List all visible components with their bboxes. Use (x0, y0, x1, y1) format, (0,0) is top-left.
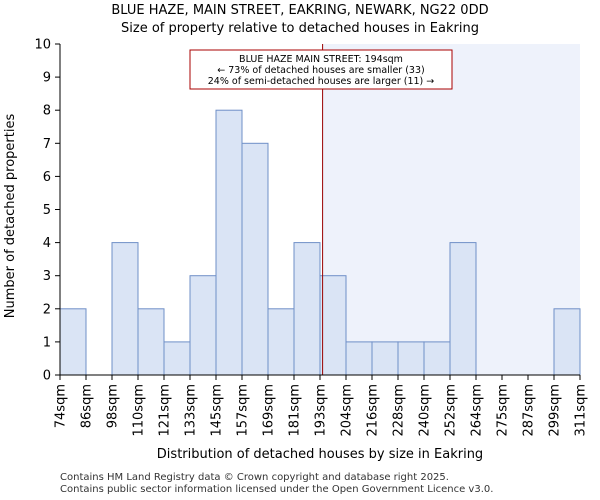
bar-216sqm (371, 341, 399, 376)
x-tick-label: 252sqm (444, 384, 459, 437)
chart-title: BLUE HAZE, MAIN STREET, EAKRING, NEWARK,… (111, 3, 488, 18)
bar-121sqm (163, 341, 191, 376)
x-tick-label: 74sqm (54, 384, 69, 428)
y-tick-label: 8 (43, 104, 51, 119)
bar-204sqm (345, 341, 373, 376)
bar-181sqm (293, 242, 321, 376)
annotation-group: BLUE HAZE MAIN STREET: 194sqm ← 73% of d… (189, 49, 453, 90)
annotation-box (189, 49, 453, 90)
y-tick-label: 10 (34, 38, 51, 53)
x-axis-label: Distribution of detached houses by size … (157, 447, 483, 462)
bar-228sqm (397, 341, 425, 376)
bar-193sqm (319, 275, 347, 376)
x-tick-label: 216sqm (366, 384, 381, 437)
x-tick-label: 169sqm (262, 384, 277, 437)
bars-group (59, 109, 581, 376)
x-tick-label: 181sqm (288, 384, 303, 437)
x-tick-label: 299sqm (548, 384, 563, 437)
axes-group: 0 1 2 3 4 5 6 7 8 9 10 74sqm 86sqm 98sqm 110sqm 121sqm 1… (34, 38, 588, 437)
y-tick-label: 1 (43, 335, 51, 350)
bar-252sqm (449, 242, 477, 376)
x-tick-label: 311sqm (574, 384, 589, 437)
x-tick-label: 133sqm (184, 384, 199, 437)
y-tick-label: 5 (43, 203, 51, 218)
x-tick-label: 145sqm (210, 384, 225, 437)
footer-line-1: Contains HM Land Registry data © Crown c… (60, 472, 449, 483)
y-tick-label: 2 (43, 302, 51, 317)
bar-110sqm (137, 308, 165, 376)
x-tick-label: 86sqm (80, 384, 95, 428)
x-tick-label: 193sqm (314, 384, 329, 437)
x-tick-label: 264sqm (470, 384, 485, 437)
x-tick-label: 98sqm (106, 384, 121, 428)
y-axis-label: Number of detached properties (3, 114, 18, 319)
bar-240sqm (423, 341, 451, 376)
x-tick-label: 110sqm (132, 384, 147, 437)
x-tick-label: 121sqm (158, 384, 173, 437)
histogram-chart: BLUE HAZE, MAIN STREET, EAKRING, NEWARK,… (3, 3, 589, 462)
y-tick-label: 4 (43, 236, 51, 251)
annotation-line-2: ← 73% of detached houses are smaller (33… (217, 65, 424, 76)
y-tick-label: 6 (43, 170, 51, 185)
x-tick-label: 240sqm (418, 384, 433, 437)
y-tick-label: 9 (43, 71, 51, 86)
x-tick-label: 157sqm (236, 384, 251, 437)
bar-74sqm (59, 308, 87, 376)
x-tick-label: 275sqm (496, 384, 511, 437)
x-tick-label: 204sqm (340, 384, 355, 437)
annotation-line-3: 24% of semi-detached houses are larger (… (208, 76, 435, 87)
y-tick-label: 0 (43, 369, 51, 384)
y-tick-label: 3 (43, 269, 51, 284)
bar-133sqm (189, 275, 217, 376)
bar-145sqm (215, 109, 243, 376)
bar-157sqm (241, 142, 269, 376)
x-tick-label: 228sqm (392, 384, 407, 437)
bar-299sqm (553, 308, 581, 376)
footer-line-2: Contains public sector information licen… (60, 484, 494, 495)
bar-98sqm (111, 242, 139, 376)
bar-169sqm (267, 308, 295, 376)
annotation-line-1: BLUE HAZE MAIN STREET: 194sqm (239, 54, 403, 65)
x-tick-label: 287sqm (522, 384, 537, 437)
chart-subtitle: Size of property relative to detached ho… (121, 21, 479, 36)
y-tick-label: 7 (43, 137, 51, 152)
